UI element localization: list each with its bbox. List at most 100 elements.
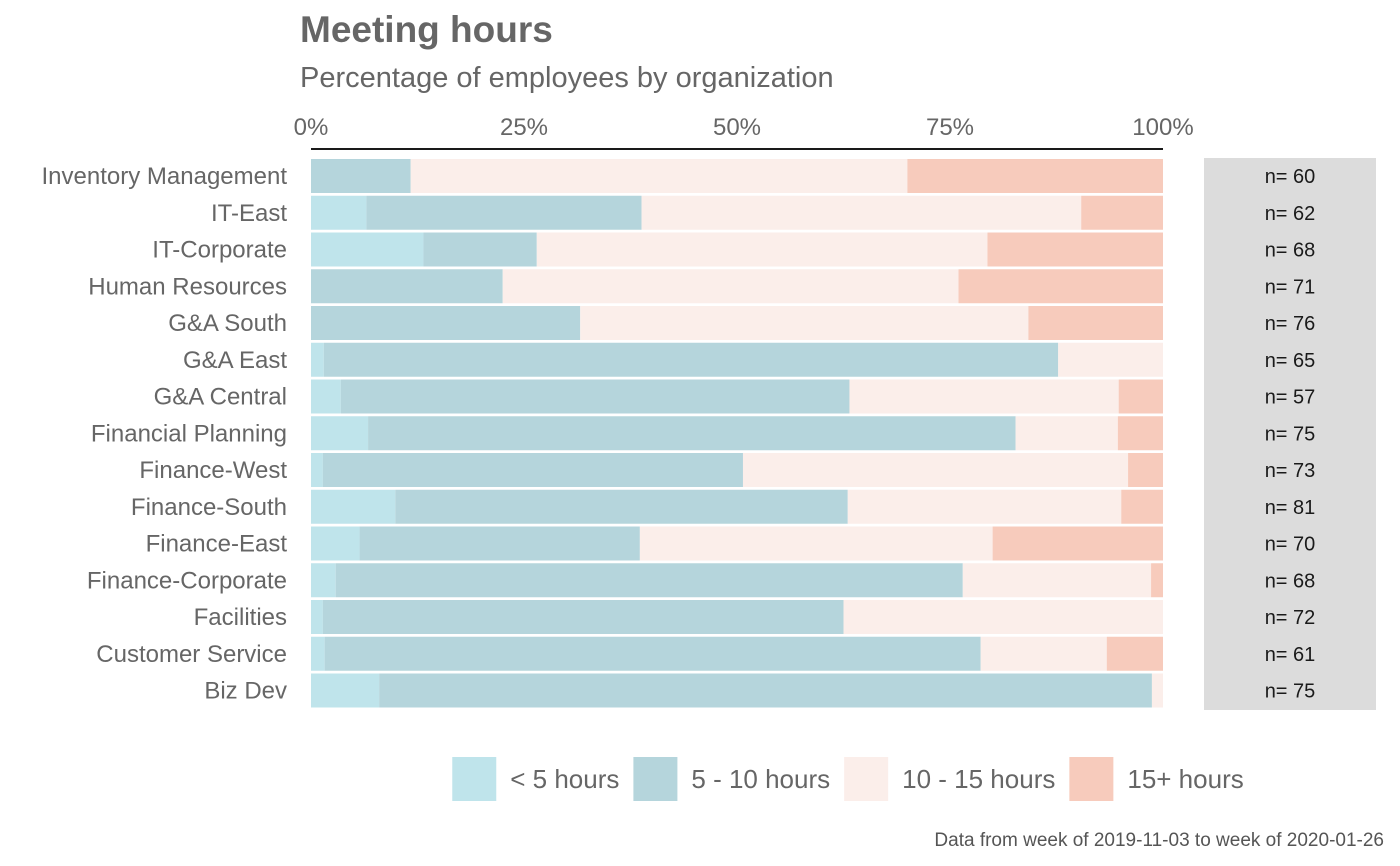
category-label: Human Resources (88, 273, 287, 300)
chart-caption: Data from week of 2019-11-03 to week of … (934, 830, 1384, 851)
sample-size-label: n= 75 (1265, 423, 1316, 445)
bar-segment (311, 526, 360, 561)
bar-segment (311, 232, 424, 267)
bar-segment (1028, 306, 1163, 340)
bar-segment (311, 269, 503, 304)
sample-size-labels: n= 60 n= 62 n= 68 n= 71 n= 76 n= 65 n= 57 n= 75… (1265, 166, 1316, 703)
legend-swatch (633, 757, 678, 801)
legend-label: 15+ hours (1127, 764, 1243, 794)
sample-size-label: n= 65 (1265, 350, 1316, 372)
sample-size-label: n= 73 (1265, 460, 1316, 482)
sample-size-label: n= 81 (1265, 497, 1316, 519)
bar-segment (1015, 416, 1118, 451)
bar-segment (311, 342, 324, 377)
sample-size-label: n= 57 (1265, 387, 1316, 409)
legend-swatch (1069, 757, 1114, 801)
category-label: Finance-East (146, 531, 288, 558)
bar-segment (1151, 563, 1163, 598)
sample-size-label: n= 62 (1265, 203, 1316, 225)
bar-segment (311, 416, 369, 451)
category-label: G&A South (168, 310, 287, 337)
category-label: G&A East (183, 347, 287, 374)
x-axis-ticks: 0% 25% 50% 75% 100% (294, 114, 1194, 141)
bar-segment (847, 489, 1122, 524)
bar-segment (311, 563, 336, 598)
bar-segment (423, 232, 537, 267)
bar-segment (1106, 636, 1163, 671)
bar-segment (992, 526, 1163, 561)
sample-size-label: n= 72 (1265, 607, 1316, 629)
category-label: Biz Dev (204, 678, 287, 705)
legend-swatch (844, 757, 889, 801)
legend-swatch (452, 757, 497, 801)
bar-segment (410, 159, 908, 193)
bar-segment (340, 379, 850, 414)
bar-segment (1118, 379, 1163, 414)
category-label: Facilities (194, 604, 287, 631)
sample-size-label: n= 61 (1265, 644, 1316, 666)
category-label: Finance-West (139, 457, 287, 484)
bar-segment (639, 526, 993, 561)
bar-segment (335, 563, 963, 598)
bar-segment (742, 453, 1129, 487)
category-label: IT-East (211, 200, 287, 227)
bar-segment (322, 600, 844, 634)
legend: < 5 hours 5 - 10 hours 10 - 15 hours 15+ ho… (452, 757, 1244, 801)
bar-segment (1151, 673, 1163, 708)
bar-segment (1117, 416, 1163, 451)
category-label: G&A Central (154, 384, 287, 411)
bar-segment (907, 159, 1163, 193)
x-tick-label: 100% (1132, 114, 1193, 141)
sample-size-panel (1204, 158, 1376, 710)
category-label: Finance-South (131, 494, 287, 521)
category-labels: Inventory Management IT-East IT-Corporate H… (42, 163, 288, 705)
bar-segment (641, 195, 1082, 230)
sample-size-label: n= 75 (1265, 681, 1316, 703)
bar-segment (1121, 489, 1163, 524)
bar-segment (311, 489, 396, 524)
bar-segment (311, 306, 581, 340)
bar-rows (311, 159, 1163, 708)
bar-segment (324, 636, 981, 671)
bar-segment (359, 526, 640, 561)
category-label: Finance-Corporate (87, 567, 287, 594)
bar-segment (1081, 195, 1163, 230)
sample-size-label: n= 76 (1265, 313, 1316, 335)
bar-segment (980, 636, 1107, 671)
bar-segment (368, 416, 1016, 451)
category-label: Customer Service (96, 641, 287, 668)
bar-segment (395, 489, 848, 524)
bar-segment (311, 195, 367, 230)
bar-segment (323, 342, 1059, 377)
chart-subtitle: Percentage of employees by organization (300, 62, 834, 94)
bar-segment (502, 269, 959, 304)
legend-label: 10 - 15 hours (902, 764, 1055, 794)
bar-segment (849, 379, 1119, 414)
bar-segment (987, 232, 1163, 267)
bar-segment (311, 453, 323, 487)
bar-segment (536, 232, 988, 267)
bar-segment (311, 673, 380, 708)
bar-segment (379, 673, 1152, 708)
bar-segment (843, 600, 1163, 634)
sample-size-label: n= 68 (1265, 570, 1316, 592)
sample-size-label: n= 60 (1265, 166, 1316, 188)
x-tick-label: 50% (713, 114, 761, 141)
bar-segment (311, 379, 341, 414)
legend-label: < 5 hours (510, 764, 619, 794)
category-label: Financial Planning (91, 420, 287, 447)
bar-segment (962, 563, 1152, 598)
category-label: IT-Corporate (152, 237, 287, 264)
bar-segment (580, 306, 1029, 340)
bar-segment (311, 600, 323, 634)
x-tick-label: 0% (294, 114, 329, 141)
sample-size-label: n= 70 (1265, 534, 1316, 556)
x-tick-label: 25% (500, 114, 548, 141)
bar-segment (311, 159, 411, 193)
legend-label: 5 - 10 hours (691, 764, 830, 794)
bar-segment (958, 269, 1163, 304)
bar-segment (311, 636, 325, 671)
bar-segment (1058, 342, 1163, 377)
bar-segment (366, 195, 642, 230)
